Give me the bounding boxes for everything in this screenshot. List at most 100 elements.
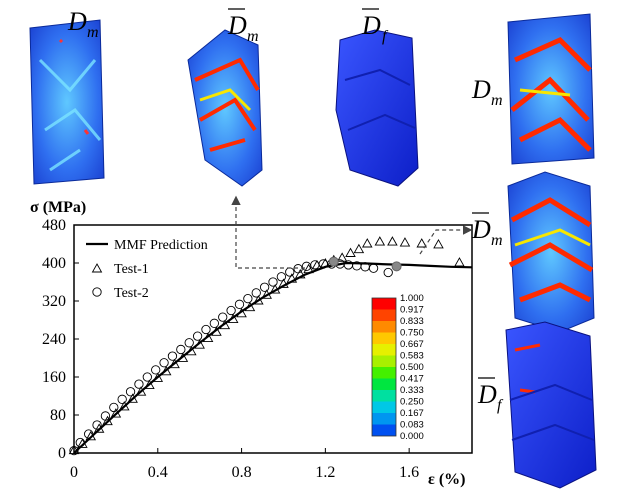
- x-tick-label: 0: [70, 464, 78, 481]
- colorbar-segment: [372, 413, 396, 425]
- test-2-point: [251, 288, 261, 298]
- test-1-point: [102, 415, 113, 426]
- test-1-point: [345, 247, 356, 257]
- test-2-point: [100, 411, 111, 421]
- colorbar-label: 1.000: [400, 293, 424, 304]
- test-2-point: [134, 379, 144, 389]
- svg-text:m: m: [491, 232, 503, 249]
- test-1-point: [416, 238, 427, 248]
- test-2-point: [209, 318, 219, 328]
- svg-text:D: D: [361, 11, 381, 40]
- test-1-point: [374, 236, 386, 246]
- test-1-point: [135, 386, 147, 396]
- test-1-point: [227, 313, 239, 323]
- colorbar-segment: [372, 390, 396, 402]
- svg-text:D: D: [227, 11, 247, 40]
- test-1-point: [236, 307, 247, 318]
- test-1-point: [261, 289, 272, 299]
- test-1-point: [177, 352, 189, 362]
- test-1-point: [169, 358, 180, 369]
- svg-text:m: m: [247, 28, 259, 45]
- test-1-point: [194, 339, 205, 349]
- test-2-point: [184, 338, 194, 348]
- colorbar-segment: [372, 401, 396, 413]
- label-top-1: D m: [67, 7, 99, 41]
- svg-text:D: D: [471, 75, 491, 104]
- y-tick-label: 400: [42, 255, 66, 272]
- colorbar-outline: [371, 297, 397, 437]
- test-1-point: [433, 239, 444, 249]
- test-2-point: [285, 267, 295, 277]
- test-1-point: [303, 263, 314, 274]
- test-2-point: [192, 331, 203, 341]
- colorbar-segment: [372, 344, 396, 356]
- colorbar-segment: [372, 332, 396, 344]
- x-axis-title: ε (%): [428, 471, 466, 488]
- test-1-point: [286, 273, 298, 283]
- test-1-point: [311, 259, 323, 270]
- legend: MMF Prediction Test-1 Test-2: [86, 238, 208, 301]
- y-axis-title: σ (MPa): [30, 199, 86, 216]
- y-tick-label: 240: [42, 331, 66, 348]
- test-2-point: [167, 351, 178, 361]
- test-1-point: [219, 319, 231, 330]
- test-2-point: [268, 277, 278, 287]
- colorbar-segment: [372, 309, 396, 321]
- test-1-point: [152, 372, 164, 382]
- test-2-point: [125, 387, 136, 397]
- label-top-2: D m: [227, 8, 259, 45]
- svg-text:m: m: [491, 92, 503, 109]
- test-1-point: [361, 238, 373, 248]
- test-1-point: [186, 345, 197, 356]
- series-layer: [68, 236, 473, 456]
- test-1-point: [211, 326, 222, 336]
- svg-text:f: f: [497, 397, 504, 414]
- test-1-point: [85, 430, 97, 441]
- legend-triangle-swatch: [91, 263, 103, 273]
- y-tick-label: 0: [58, 445, 66, 462]
- test-2-point: [276, 272, 287, 282]
- svg-text:D: D: [477, 380, 497, 409]
- y-ticks: 0 80 160 240 320 400 480: [42, 217, 79, 462]
- colorbar-label: 0.333: [400, 385, 424, 396]
- legend-circle-swatch: [92, 287, 102, 297]
- svg-text:D: D: [67, 7, 87, 36]
- test-1-point: [294, 268, 306, 279]
- test-2-point: [218, 312, 228, 322]
- test-2-point: [383, 267, 393, 278]
- arrow-to-side-image: [419, 225, 473, 255]
- test-2-point: [259, 282, 270, 292]
- test-1-point: [68, 444, 80, 455]
- test-1-point: [202, 332, 214, 342]
- colorbar-label: 0.167: [400, 408, 424, 419]
- test-2-point: [92, 420, 102, 430]
- colorbar-segment: [372, 321, 396, 333]
- test-1-point: [399, 237, 411, 247]
- colorbar-label: 0.250: [400, 397, 424, 408]
- test-2-point: [368, 263, 379, 273]
- image-side-df-bar: [505, 321, 597, 489]
- colorbar-label: 0.500: [400, 362, 424, 373]
- image-top-df-bar: [335, 29, 419, 187]
- y-tick-label: 160: [42, 369, 66, 386]
- test-1-point: [244, 301, 256, 312]
- test-2-point: [75, 437, 85, 448]
- x-tick-label: 0.4: [148, 464, 168, 481]
- test-2-point: [293, 264, 303, 274]
- colorbar-segment: [372, 367, 396, 379]
- y-tick-label: 320: [42, 293, 66, 310]
- test-1-point: [269, 284, 281, 294]
- test-1-point: [336, 252, 348, 262]
- test-1-point: [93, 423, 105, 433]
- y-tick-label: 480: [42, 217, 66, 234]
- svg-text:m: m: [87, 24, 99, 41]
- image-top-dm: [29, 19, 105, 185]
- series-line-mmf-prediction: [73, 261, 473, 454]
- svg-text:D: D: [471, 215, 491, 244]
- colorbar-segment: [372, 298, 396, 310]
- highlight-marker: [328, 256, 339, 267]
- label-side-2: D m: [471, 212, 503, 249]
- colorbar-label: 0.083: [400, 420, 424, 431]
- x-ticks: 0 0.4 0.8 1.2 1.6: [70, 448, 419, 481]
- label-side-3: D f: [477, 377, 504, 414]
